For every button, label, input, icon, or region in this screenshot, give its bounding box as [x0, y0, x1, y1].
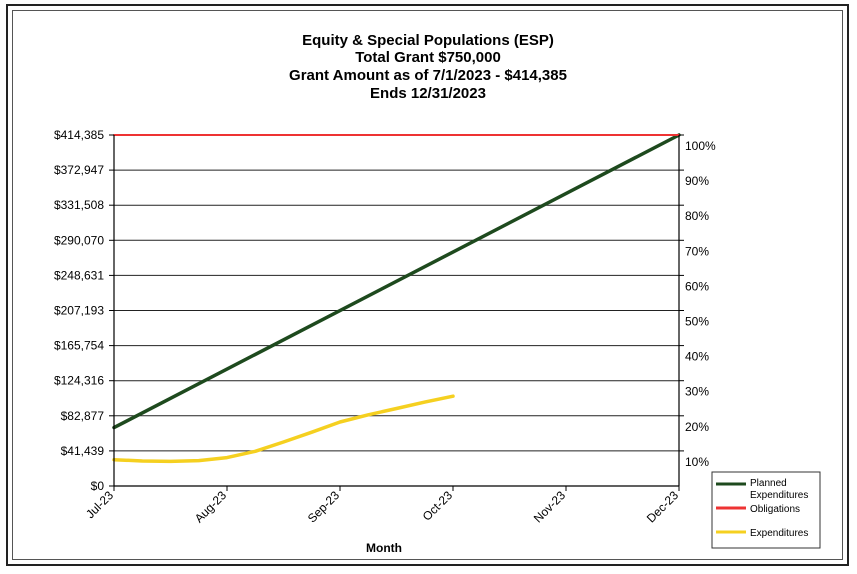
series-line-2: [112, 394, 455, 464]
y2-tick-label: 80%: [685, 209, 709, 223]
y-tick-label: $124,316: [54, 374, 104, 388]
y-tick-labels: $0 $41,439 $82,877 $124,316 $165,754 $207,193…: [54, 128, 104, 493]
x-tick-label: Dec-23: [644, 488, 681, 525]
y2-tick-label: 40%: [685, 350, 709, 364]
y-tick-label: $207,193: [54, 303, 104, 317]
y2-tick-label: 60%: [685, 279, 709, 293]
y2-tick-label: 70%: [685, 244, 709, 258]
y2-tick-label: 50%: [685, 314, 709, 328]
y-tick-label: $165,754: [54, 339, 104, 353]
axes: [109, 134, 684, 491]
series-lines: [112, 133, 681, 464]
chart-title-line-2: Total Grant $750,000: [355, 49, 501, 66]
chart-title: Equity & Special Populations (ESP) Total…: [289, 32, 567, 102]
chart-title-line-1: Equity & Special Populations (ESP): [302, 32, 554, 49]
x-tick-label: Oct-23: [420, 488, 456, 524]
chart-title-line-4: Ends 12/31/2023: [370, 85, 486, 102]
legend-label-0: Planned Expenditures: [750, 478, 808, 501]
chart-inner-border: [12, 10, 843, 560]
series-line-0: [112, 133, 681, 430]
gridlines: [114, 134, 679, 452]
legend-label-1: Obligations: [750, 504, 800, 515]
y2-tick-label: 100%: [685, 139, 716, 153]
y2-tick-label: 20%: [685, 420, 709, 434]
y2-tick-label: 30%: [685, 385, 709, 399]
y-tick-label: $41,439: [61, 444, 105, 458]
y-tick-label: $331,508: [54, 198, 104, 212]
legend: Planned Expenditures Obligations Expenditur…: [711, 471, 821, 549]
chart-frame: [6, 4, 849, 566]
chart-title-line-3: Grant Amount as of 7/1/2023 - $414,385: [289, 67, 567, 84]
y2-tick-label: 90%: [685, 174, 709, 188]
x-axis-title: Month: [366, 541, 402, 555]
y-tick-label: $372,947: [54, 163, 104, 177]
legend-label-2: Expenditures: [750, 528, 808, 539]
y-tick-label: $0: [91, 479, 105, 493]
y-tick-label: $414,385: [54, 128, 104, 142]
y-tick-label: $290,070: [54, 233, 104, 247]
x-tick-label: Aug-23: [192, 488, 229, 525]
y-tick-label: $248,631: [54, 268, 104, 282]
x-tick-labels: Jul-23 Aug-23 Sep-23 Oct-23 Nov-23 Dec-23: [83, 488, 681, 525]
y2-tick-label: 10%: [685, 455, 709, 469]
x-tick-label: Sep-23: [305, 488, 342, 525]
x-tick-label: Nov-23: [531, 488, 568, 525]
y2-tick-labels: 10% 20% 30% 40% 50% 60% 70% 80% 90% 100%: [685, 139, 716, 469]
y-tick-label: $82,877: [61, 409, 105, 423]
